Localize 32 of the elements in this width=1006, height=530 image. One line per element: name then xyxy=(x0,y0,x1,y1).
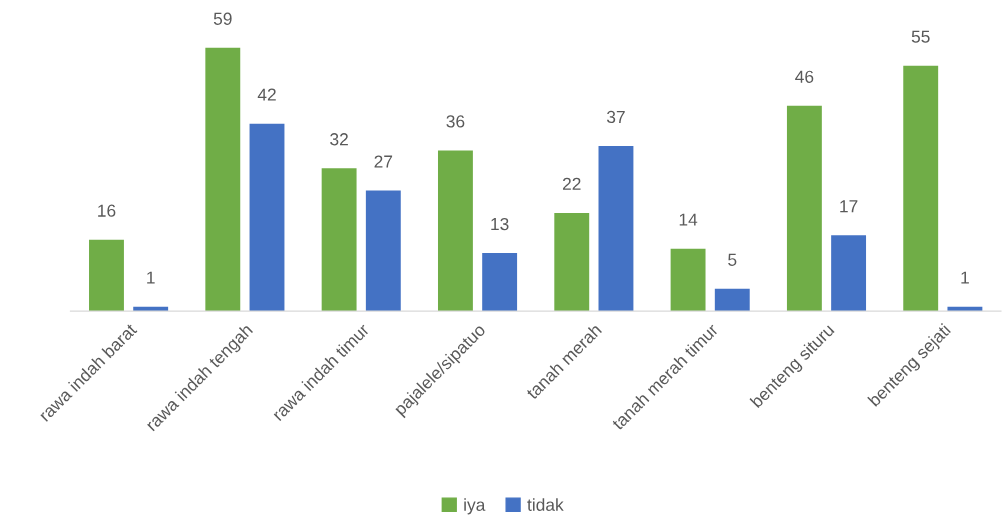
bar xyxy=(89,239,124,312)
bar xyxy=(365,190,401,312)
bar xyxy=(321,168,357,312)
data-label: 5 xyxy=(728,253,737,266)
bar xyxy=(598,145,634,312)
bar xyxy=(831,235,867,312)
bar xyxy=(482,253,518,312)
legend-label: iya xyxy=(464,498,486,515)
data-label: 46 xyxy=(795,70,814,83)
data-label: 32 xyxy=(330,133,348,146)
bar xyxy=(205,47,241,312)
bar xyxy=(714,288,750,312)
data-label: 42 xyxy=(257,88,276,101)
bar xyxy=(903,65,939,312)
data-label: 16 xyxy=(98,204,116,217)
data-label: 1 xyxy=(961,271,969,284)
data-label: 55 xyxy=(911,30,930,43)
bar xyxy=(786,105,822,312)
data-label: 37 xyxy=(606,110,625,124)
bar xyxy=(670,248,706,312)
bar xyxy=(249,123,285,312)
bar xyxy=(437,150,473,312)
data-label: 27 xyxy=(374,155,393,168)
data-label: 59 xyxy=(213,12,232,25)
data-label: 13 xyxy=(491,217,509,231)
bar xyxy=(554,212,590,312)
data-label: 14 xyxy=(679,213,698,226)
legend-label: tidak xyxy=(527,498,564,511)
data-label: 1 xyxy=(147,271,155,284)
data-label: 36 xyxy=(446,115,465,128)
data-label: 22 xyxy=(562,177,581,190)
data-label: 17 xyxy=(840,200,858,213)
